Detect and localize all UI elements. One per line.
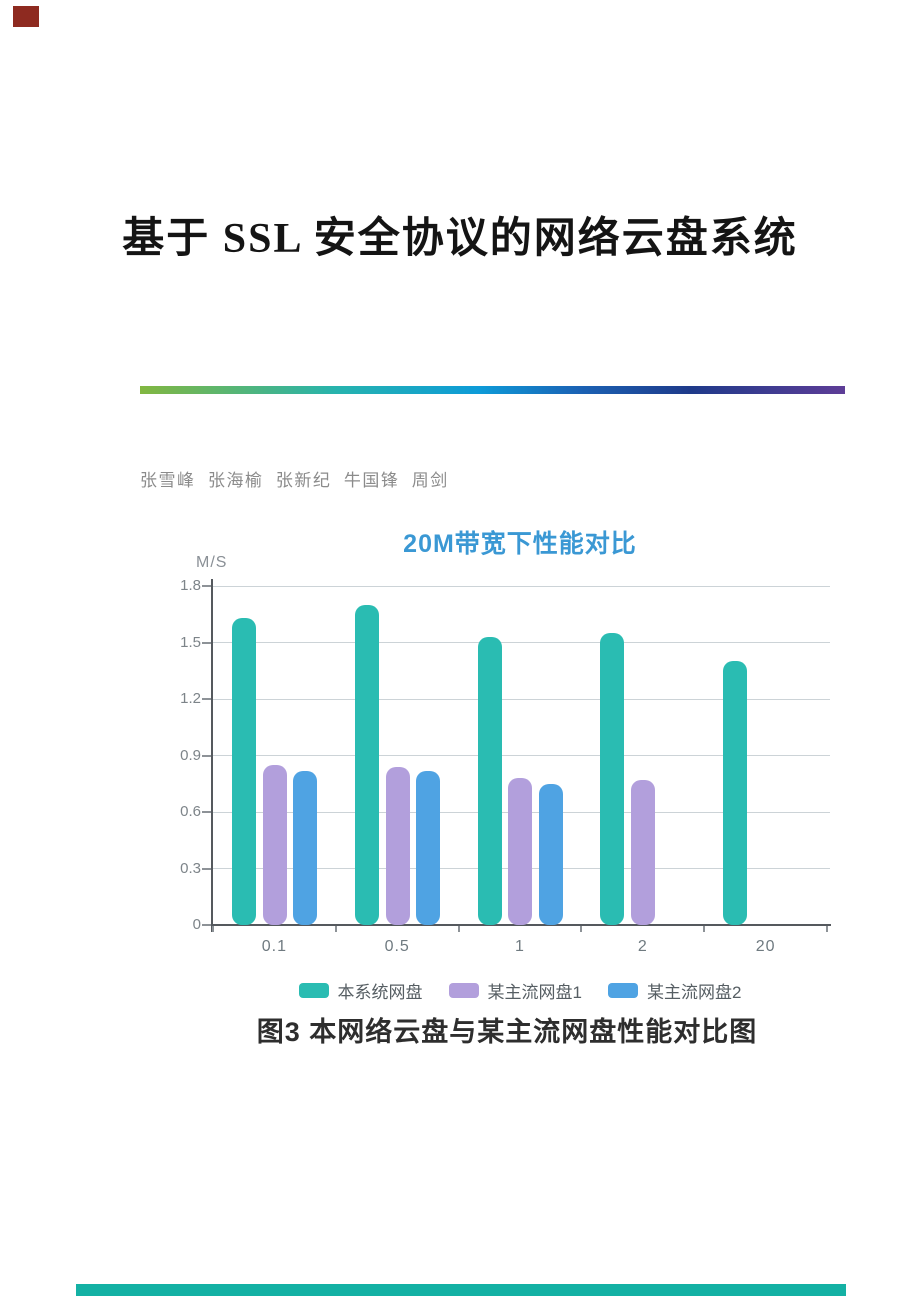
x-category-label: 1 <box>515 938 525 955</box>
corner-mark <box>13 6 39 27</box>
bar-本系统网盘-20 <box>723 661 748 925</box>
x-tick <box>212 926 214 932</box>
gradient-divider <box>140 386 845 394</box>
x-category-label: 2 <box>637 938 648 955</box>
bar-本系统网盘-0.5 <box>354 604 379 925</box>
bar-某主流网盘2-0.5 <box>416 770 441 925</box>
x-tick <box>334 926 337 932</box>
x-category-label: 0.1 <box>261 938 288 955</box>
x-tick <box>457 926 460 932</box>
chart-legend: 本系统网盘 某主流网盘1 某主流网盘2 <box>213 978 827 1003</box>
y-tick <box>202 811 211 813</box>
plot-area: 0 0.3 0.6 0.9 1.2 1.5 1.8 0.1 0.5 1 2 20 <box>180 577 831 955</box>
bar-本系统网盘-1 <box>477 636 502 925</box>
legend-label: 某主流网盘1 <box>487 983 582 1002</box>
gridline <box>213 755 830 756</box>
y-tick-label: 0.3 <box>180 859 201 877</box>
footer-bar <box>76 1284 846 1296</box>
y-tick-label: 1.2 <box>180 690 201 707</box>
x-tick <box>826 926 828 932</box>
bar-某主流网盘1-1 <box>508 778 533 925</box>
legend-label: 本系统网盘 <box>337 983 423 1002</box>
y-tick-label: 1.8 <box>180 577 201 594</box>
authors-line: 张雪峰 张海榆 张新纪 牛国锋 周剑 <box>140 471 449 490</box>
y-tick-label: 0 <box>192 916 201 933</box>
gridline <box>213 585 830 587</box>
y-axis-line <box>211 579 213 932</box>
x-tick <box>703 926 706 932</box>
x-axis-line <box>211 924 831 926</box>
legend-item: 本系统网盘 <box>298 978 423 1003</box>
legend-swatch <box>608 983 638 998</box>
legend-swatch <box>448 983 479 998</box>
chart-title: 20M带宽下性能对比 <box>403 530 637 558</box>
y-tick <box>202 924 211 926</box>
bar-本系统网盘-0.1 <box>232 618 256 925</box>
y-tick-label: 1.5 <box>180 633 201 651</box>
document-title: 基于 SSL 安全协议的网络云盘系统 <box>122 216 798 262</box>
bar-某主流网盘1-2 <box>631 779 656 925</box>
bar-某主流网盘1-0.5 <box>385 766 410 925</box>
y-tick <box>202 641 211 644</box>
y-axis-unit-label: M/S <box>196 554 228 571</box>
y-tick <box>202 754 211 757</box>
legend-label: 某主流网盘2 <box>647 983 742 1002</box>
y-tick <box>202 585 211 587</box>
figure-caption: 图3 本网络云盘与某主流网盘性能对比图 <box>256 1017 758 1047</box>
y-tick-label: 0.9 <box>180 746 201 764</box>
legend-item: 某主流网盘2 <box>608 978 741 1003</box>
y-tick <box>202 867 211 870</box>
legend-item: 某主流网盘1 <box>448 978 582 1003</box>
y-tick <box>202 698 211 700</box>
bar-本系统网盘-2 <box>600 633 625 925</box>
bar-某主流网盘1-0.1 <box>262 764 287 925</box>
legend-swatch <box>298 983 329 998</box>
x-category-label: 20 <box>755 938 776 955</box>
gridline <box>213 698 830 700</box>
y-tick-label: 0.6 <box>180 803 201 820</box>
x-tick <box>580 926 583 932</box>
bar-某主流网盘2-0.1 <box>293 770 318 925</box>
bar-某主流网盘2-1 <box>539 783 563 925</box>
x-category-label: 0.5 <box>384 938 410 955</box>
gridline <box>213 642 830 643</box>
